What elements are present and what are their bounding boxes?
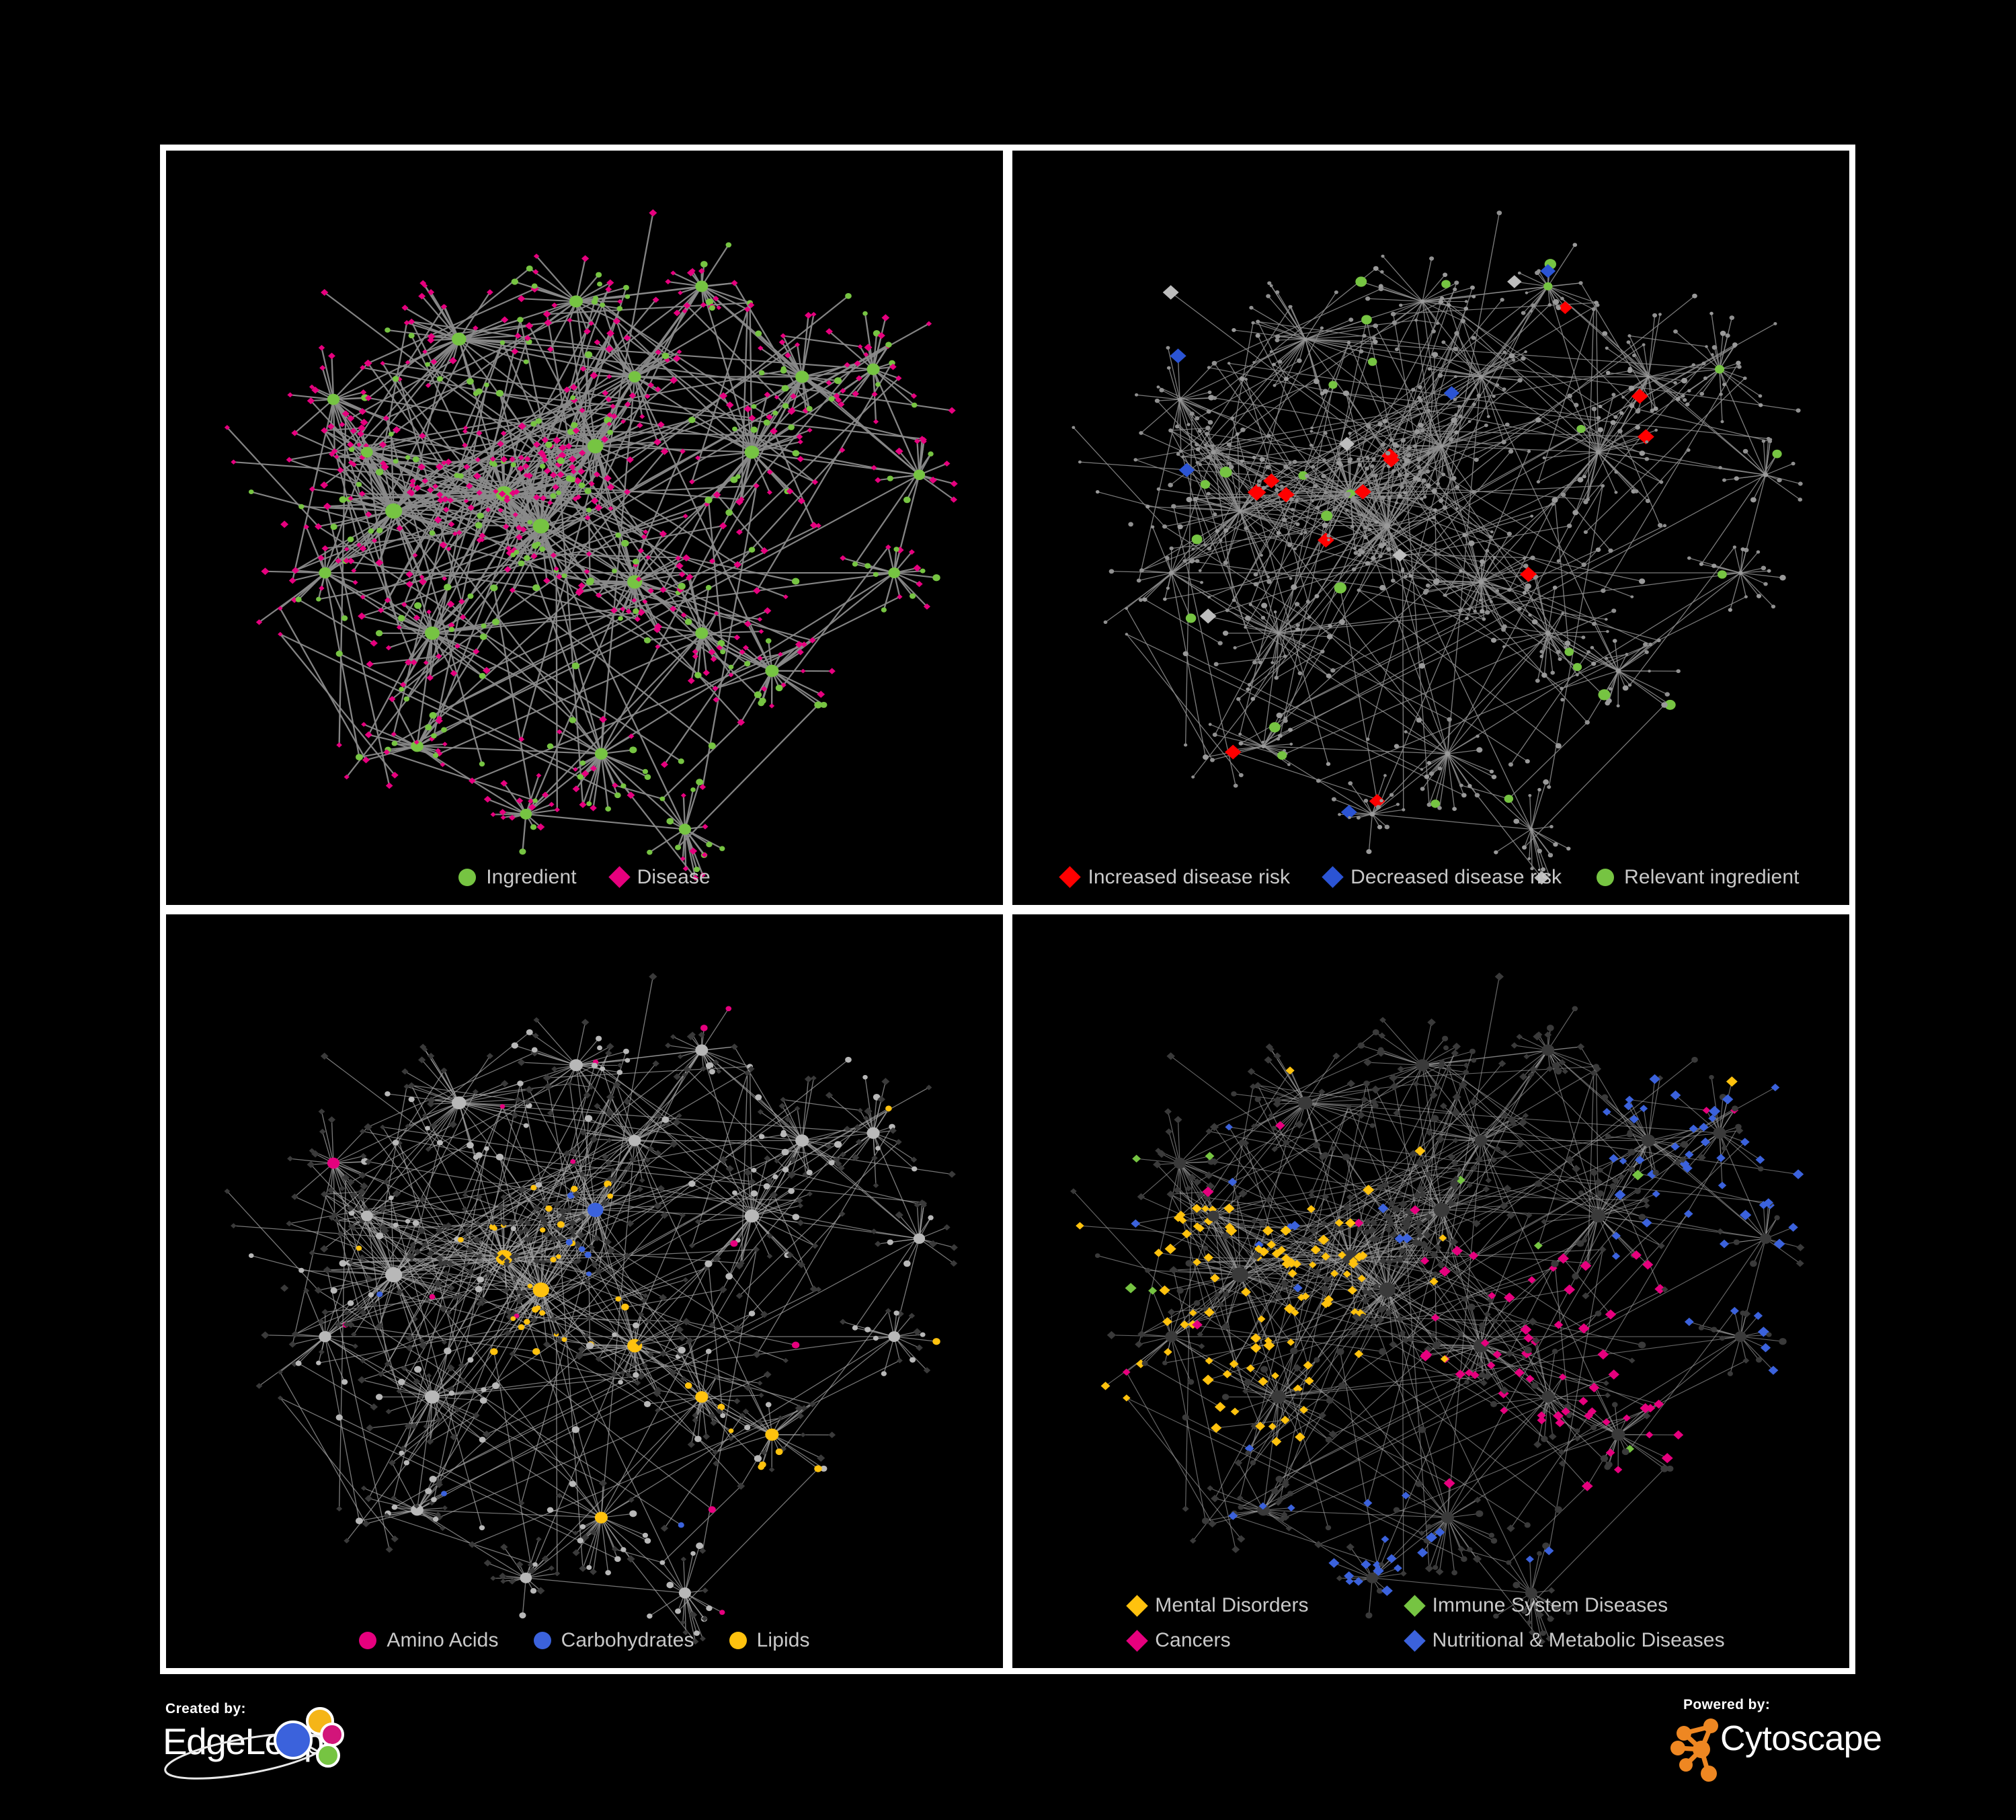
legend-label: Relevant ingredient	[1624, 865, 1800, 888]
legend-disease-class: Mental Disorders Immune System Diseases …	[1126, 1594, 1732, 1652]
lipids-circle-icon	[729, 1632, 747, 1649]
legend-label: Amino Acids	[387, 1629, 499, 1651]
edgeleap-logo[interactable]: Created by: EdgeLeap	[160, 1701, 389, 1795]
panel-ingredient-class-network[interactable]: Amino Acids Carbohydrates Lipids	[166, 914, 1003, 1669]
cytoscape-graph-icon	[1670, 1718, 1718, 1782]
cancers-diamond-icon	[1126, 1629, 1149, 1652]
legend-label: Disease	[637, 865, 711, 888]
network-canvas-disease-class[interactable]	[1012, 914, 1849, 1669]
legend-ingredient-class: Amino Acids Carbohydrates Lipids	[166, 1629, 1003, 1652]
legend-item-ingredient[interactable]: Ingredient	[458, 865, 577, 889]
legend-item-immune-system-diseases[interactable]: Immune System Diseases	[1403, 1594, 1684, 1617]
decreased-risk-diamond-icon	[1322, 866, 1344, 888]
legend-label: Lipids	[756, 1629, 810, 1651]
mental-disorders-diamond-icon	[1126, 1594, 1149, 1617]
panel-grid: Ingredient Disease Increased disease ris…	[160, 145, 1855, 1674]
legend-item-increased-risk[interactable]: Increased disease risk	[1059, 865, 1291, 889]
legend-item-nutritional-metabolic-diseases[interactable]: Nutritional & Metabolic Diseases	[1403, 1629, 1725, 1652]
legend-disease-risk: Increased disease risk Decreased disease…	[1012, 866, 1849, 889]
legend-label: Mental Disorders	[1155, 1594, 1309, 1616]
network-canvas-ingredient-class[interactable]	[166, 914, 1003, 1669]
legend-item-decreased-risk[interactable]: Decreased disease risk	[1322, 865, 1562, 889]
legend-label: Decreased disease risk	[1350, 865, 1562, 888]
increased-risk-diamond-icon	[1059, 866, 1082, 888]
created-by-label: Created by:	[165, 1701, 246, 1716]
nutritional-metabolic-diseases-diamond-icon	[1403, 1629, 1426, 1652]
panel-ingredient-disease-network[interactable]: Ingredient Disease	[166, 151, 1003, 905]
network-canvas-ingredient-disease[interactable]	[166, 151, 1003, 905]
legend-label: Cancers	[1155, 1629, 1231, 1651]
amino-acids-circle-icon	[359, 1632, 377, 1649]
legend-label: Nutritional & Metabolic Diseases	[1432, 1629, 1725, 1651]
network-canvas-disease-risk[interactable]	[1012, 151, 1849, 905]
cytoscape-wordmark: Cytoscape	[1720, 1719, 1882, 1758]
carbohydrates-circle-icon	[533, 1632, 551, 1649]
legend-label: Ingredient	[486, 865, 577, 888]
legend-ingredient-disease: Ingredient Disease	[166, 866, 1003, 889]
legend-item-cancers[interactable]: Cancers	[1126, 1629, 1406, 1652]
legend-label: Immune System Diseases	[1432, 1594, 1668, 1616]
powered-by-label: Powered by:	[1683, 1697, 1771, 1712]
legend-item-disease[interactable]: Disease	[608, 865, 711, 889]
legend-item-relevant-ingredient[interactable]: Relevant ingredient	[1597, 866, 1799, 889]
panel-disease-risk-network[interactable]: Increased disease risk Decreased disease…	[1012, 151, 1849, 905]
ingredient-circle-icon	[458, 868, 477, 886]
cytoscape-logo[interactable]: Powered by: Cytoscape	[1653, 1697, 1895, 1798]
legend-label: Increased disease risk	[1088, 865, 1291, 888]
legend-item-amino-acids[interactable]: Amino Acids	[359, 1629, 498, 1652]
legend-item-lipids[interactable]: Lipids	[729, 1629, 810, 1652]
disease-diamond-icon	[608, 866, 631, 888]
relevant-ingredient-circle-icon	[1597, 868, 1615, 886]
footer: Created by: EdgeLeap Powered by: Cytosca…	[0, 1681, 2016, 1820]
edgeleap-graph-icon	[164, 1707, 344, 1780]
legend-item-mental-disorders[interactable]: Mental Disorders	[1126, 1594, 1406, 1617]
panel-disease-class-network[interactable]: Mental Disorders Immune System Diseases …	[1012, 914, 1849, 1669]
legend-label: Carbohydrates	[561, 1629, 694, 1651]
legend-item-carbohydrates[interactable]: Carbohydrates	[533, 1629, 694, 1652]
immune-system-diseases-diamond-icon	[1403, 1594, 1426, 1617]
